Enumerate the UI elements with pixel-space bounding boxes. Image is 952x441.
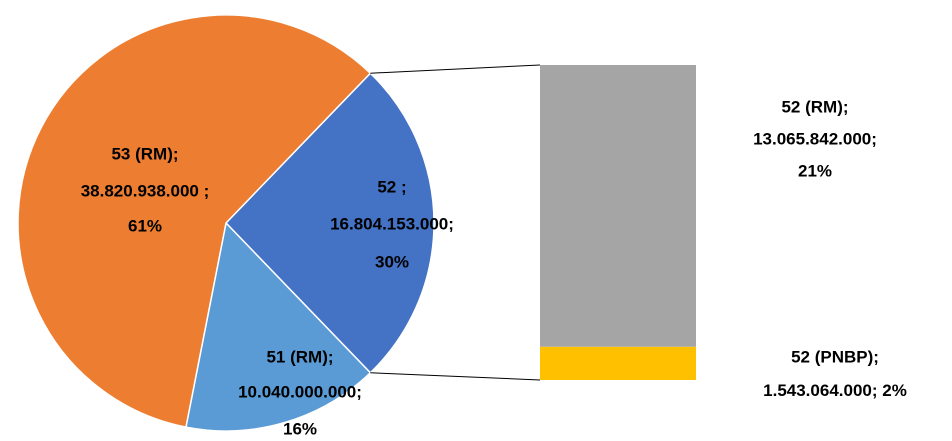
connector-line [370, 64, 541, 74]
data-label-percent: 61% [128, 216, 162, 235]
data-label: 1.543.064.000; 2% [763, 381, 907, 400]
pie-slice [224, 72, 435, 374]
pie-slice [17, 14, 372, 428]
data-label-name: 51 (RM); [266, 347, 333, 366]
data-label-value: 16.804.153.000; [330, 214, 454, 233]
data-label-value: 10.040.000.000; [238, 382, 362, 401]
data-label-percent: 2% [882, 381, 907, 400]
data-label-percent: 30% [375, 252, 409, 271]
data-label-name: 52 (PNBP); [791, 347, 879, 366]
data-label-name: 53 (RM); [111, 144, 178, 163]
data-label-name: 52 (RM); [781, 97, 848, 116]
data-label-percent: 21% [798, 161, 832, 180]
data-label-value: 1.543.064.000; [763, 381, 877, 400]
data-label-value: 13.065.842.000; [753, 129, 877, 148]
data-label-percent: 16% [283, 419, 317, 438]
connector-line [370, 372, 541, 381]
bar-segment [540, 346, 696, 380]
pie-slice [185, 221, 372, 432]
data-label-value: 38.820.938.000 ; [81, 181, 210, 200]
bar-segment [540, 65, 696, 347]
data-label-name: 52 ; [377, 177, 406, 196]
